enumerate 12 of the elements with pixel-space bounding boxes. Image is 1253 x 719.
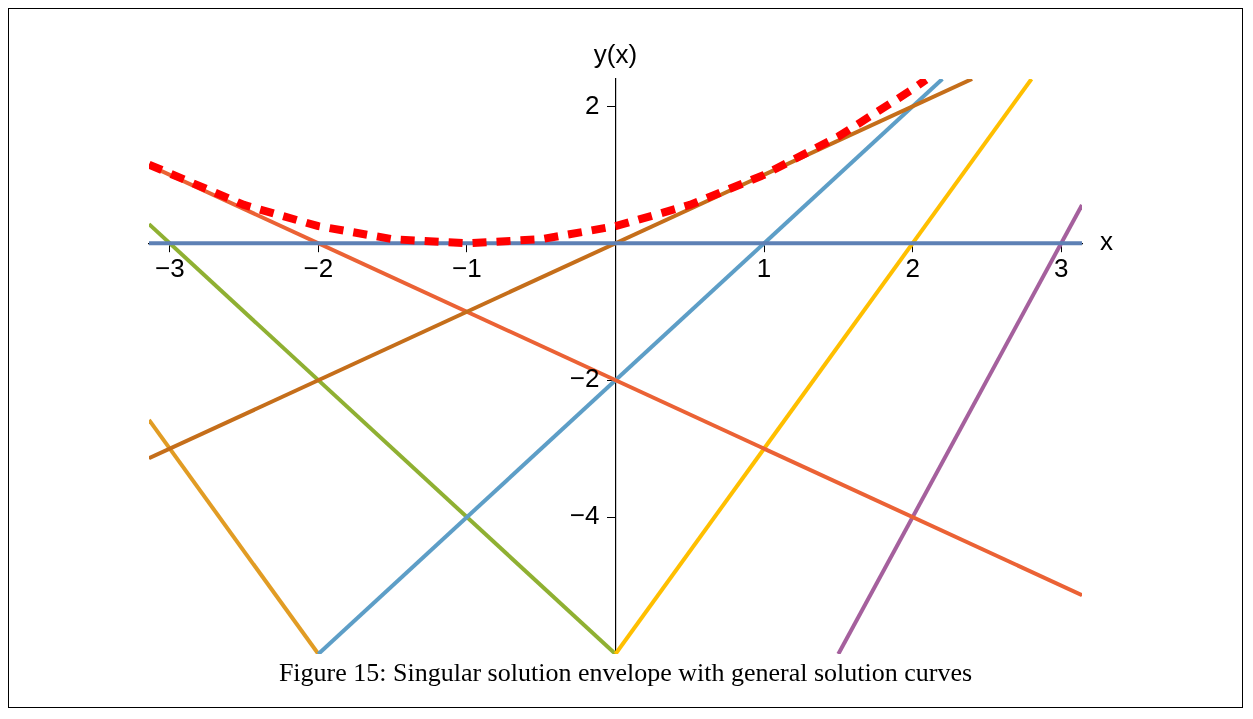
y-tick-label: −2 — [569, 363, 600, 394]
x-tick-label: 2 — [905, 253, 920, 284]
caption: Figure 15: Singular solution envelope with general solution curves — [277, 658, 974, 688]
x-tick-label: −3 — [154, 253, 185, 284]
y-tick-label: 2 — [585, 89, 600, 120]
y-tick-label: −4 — [569, 500, 600, 531]
x-tick-label: 1 — [756, 253, 772, 284]
x-axis-title: x — [1100, 226, 1113, 257]
y-axis-title: y(x) — [593, 39, 638, 70]
x-tick-label: 3 — [1053, 253, 1069, 284]
x-tick-label: −1 — [452, 253, 482, 284]
x-tick-label: −2 — [303, 253, 334, 284]
